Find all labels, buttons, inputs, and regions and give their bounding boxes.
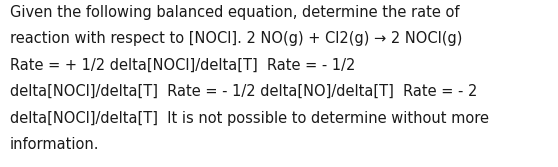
Text: information.: information. — [10, 137, 99, 152]
Text: Given the following balanced equation, determine the rate of: Given the following balanced equation, d… — [10, 5, 460, 20]
Text: delta[NOCl]/delta[T]  It is not possible to determine without more: delta[NOCl]/delta[T] It is not possible … — [10, 111, 489, 126]
Text: delta[NOCl]/delta[T]  Rate = - 1/2 delta[NO]/delta[T]  Rate = - 2: delta[NOCl]/delta[T] Rate = - 1/2 delta[… — [10, 84, 478, 99]
Text: Rate = + 1/2 delta[NOCl]/delta[T]  Rate = - 1/2: Rate = + 1/2 delta[NOCl]/delta[T] Rate =… — [10, 58, 355, 73]
Text: reaction with respect to [NOCl]. 2 NO(g) + Cl2(g) → 2 NOCl(g): reaction with respect to [NOCl]. 2 NO(g)… — [10, 31, 463, 46]
